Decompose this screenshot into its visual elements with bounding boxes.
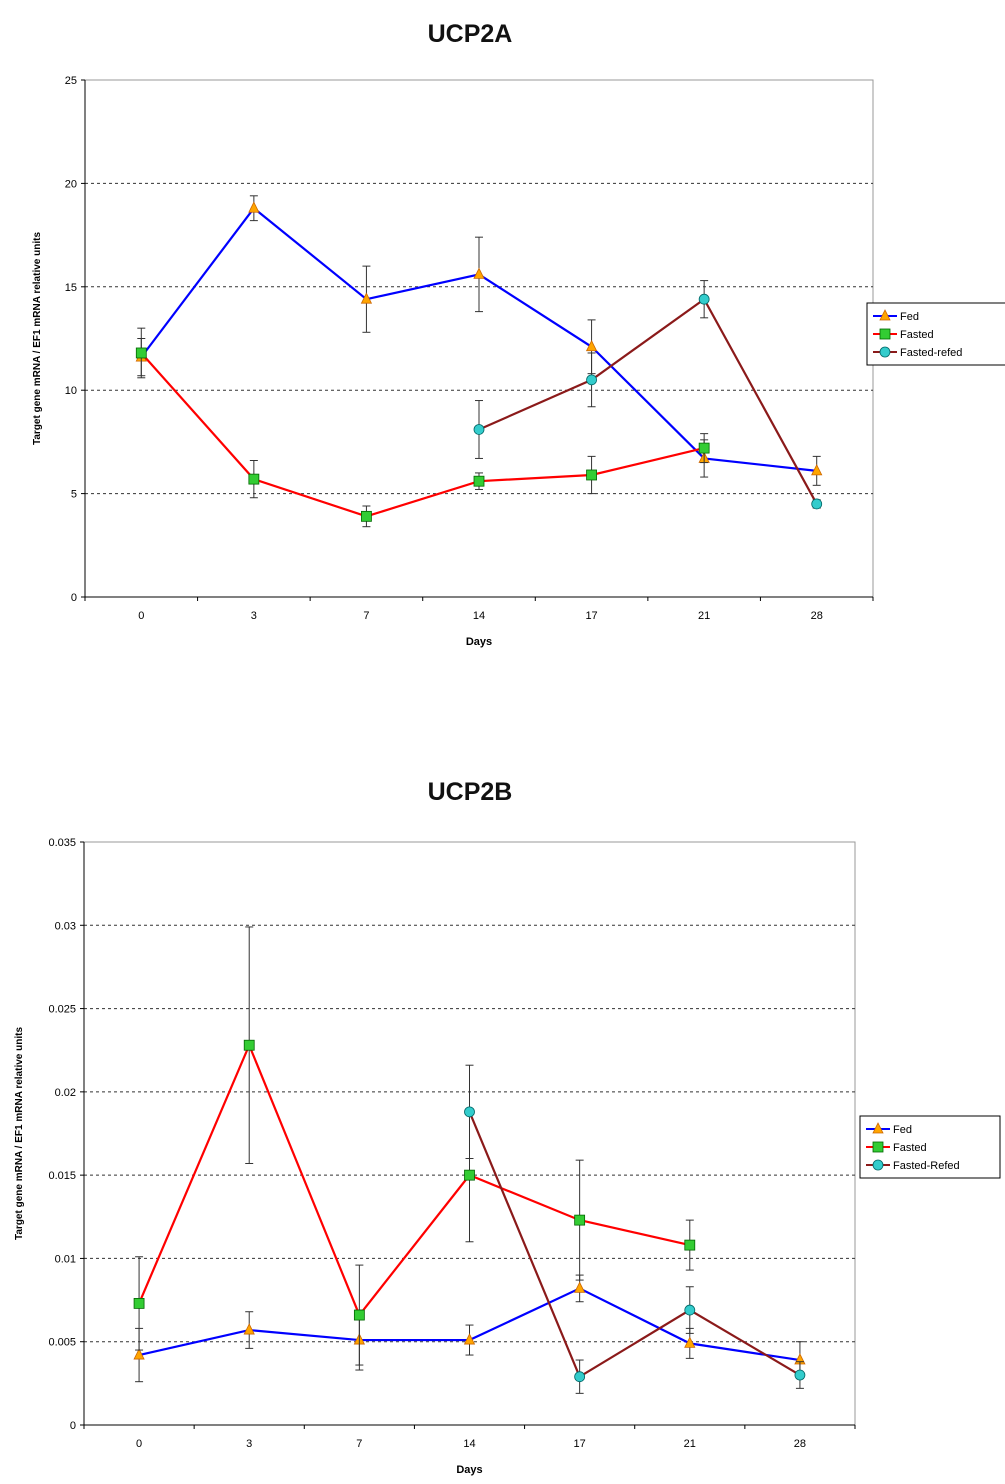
legend-label: Fasted bbox=[900, 329, 934, 341]
data-point bbox=[573, 1281, 586, 1293]
legend-item: Fasted-refed bbox=[873, 346, 962, 359]
plot-area bbox=[84, 79, 874, 598]
data-point bbox=[463, 1333, 476, 1345]
legend-item: Fed bbox=[873, 309, 919, 323]
x-tick-label: 0 bbox=[136, 1438, 142, 1450]
legend-label: Fasted-refed bbox=[900, 347, 962, 359]
data-point bbox=[574, 1371, 586, 1383]
data-point bbox=[135, 347, 147, 359]
y-tick-label: 0.01 bbox=[55, 1253, 76, 1265]
y-tick-label: 0 bbox=[71, 592, 77, 604]
legend-item: Fed bbox=[866, 1122, 912, 1136]
legend-label: Fasted bbox=[893, 1142, 927, 1154]
x-tick-label: 14 bbox=[463, 1438, 475, 1450]
data-point bbox=[353, 1309, 365, 1321]
data-point bbox=[473, 424, 485, 435]
data-point bbox=[684, 1336, 696, 1348]
x-tick-label: 28 bbox=[811, 610, 823, 622]
data-point bbox=[586, 469, 597, 481]
series-fasted bbox=[135, 327, 710, 528]
series-fasted bbox=[133, 926, 696, 1366]
x-tick-label: 21 bbox=[698, 610, 710, 622]
chart-title: UCP2A bbox=[427, 20, 513, 48]
data-point bbox=[248, 473, 260, 485]
y-tick-label: 5 bbox=[71, 489, 77, 501]
chart-ucp2a-plot: 0 5 10 15 20 25 0 3 7 14 17 21 28 Days Target gene mRN… bbox=[32, 75, 1005, 648]
y-tick-label: 20 bbox=[65, 178, 77, 190]
x-tick-label: 21 bbox=[684, 1438, 696, 1450]
data-point bbox=[698, 442, 710, 454]
chart-title: UCP2B bbox=[427, 778, 513, 806]
data-point bbox=[586, 374, 597, 386]
chart-ucp2a: UCP2A 0 5 10 15 20 25 0 3 7 14 17 21 28 Days Target ge… bbox=[0, 0, 1005, 700]
y-tick-label: 0.035 bbox=[48, 837, 76, 849]
data-point bbox=[794, 1369, 806, 1381]
y-tick-label: 10 bbox=[65, 385, 77, 397]
series-line bbox=[140, 352, 705, 518]
data-point bbox=[698, 293, 710, 305]
series-fasted-refed bbox=[464, 1064, 806, 1394]
legend-marker bbox=[872, 1141, 884, 1153]
y-tick-label: 0 bbox=[70, 1420, 76, 1432]
x-tick-label: 7 bbox=[363, 610, 369, 622]
x-tick-label: 7 bbox=[356, 1438, 362, 1450]
chart-ucp2b: UCP2B 0 0.005 0.01 0.015 0.02 0.025 0.03 0.035 0… bbox=[0, 760, 1005, 1479]
y-tick-label: 0.005 bbox=[48, 1337, 76, 1349]
series-fed bbox=[133, 1274, 806, 1383]
legend: Fed Fasted Fasted-refed bbox=[866, 302, 1005, 366]
series-fasted-refed bbox=[473, 280, 823, 510]
x-tick-label: 14 bbox=[473, 610, 485, 622]
data-point bbox=[361, 510, 372, 522]
x-axis-label: Days bbox=[456, 1464, 482, 1476]
data-point bbox=[133, 1298, 145, 1309]
data-point bbox=[684, 1239, 696, 1251]
data-point bbox=[473, 267, 485, 279]
data-point bbox=[811, 463, 823, 476]
chart-ucp2b-plot: 0 0.005 0.01 0.015 0.02 0.025 0.03 0.035 0 3 7 14 17… bbox=[14, 837, 1001, 1476]
legend-label: Fed bbox=[893, 1124, 912, 1136]
legend-label: Fasted-Refed bbox=[893, 1160, 960, 1172]
data-point bbox=[464, 1106, 475, 1118]
data-point bbox=[133, 1348, 145, 1360]
legend-box bbox=[859, 1115, 1001, 1179]
legend-item: Fasted bbox=[873, 328, 934, 341]
data-point bbox=[464, 1169, 475, 1181]
legend-item: Fasted-Refed bbox=[866, 1159, 960, 1172]
x-tick-label: 17 bbox=[574, 1438, 586, 1450]
x-tick-label: 3 bbox=[251, 610, 257, 622]
y-tick-label: 0.03 bbox=[55, 920, 76, 932]
data-point bbox=[585, 339, 598, 352]
legend-label: Fed bbox=[900, 311, 919, 323]
legend-marker bbox=[879, 328, 891, 340]
y-tick-label: 25 bbox=[65, 75, 77, 87]
legend-marker bbox=[879, 309, 891, 321]
y-axis-label: Target gene mRNA / EF1 mRNA relative uni… bbox=[14, 1027, 25, 1240]
legend-marker bbox=[879, 346, 891, 358]
x-axis-label: Days bbox=[466, 636, 492, 648]
data-point bbox=[684, 1304, 696, 1316]
x-tick-label: 17 bbox=[585, 610, 597, 622]
y-tick-label: 15 bbox=[65, 282, 77, 294]
x-tick-label: 0 bbox=[138, 610, 144, 622]
data-point bbox=[811, 498, 823, 510]
data-point bbox=[243, 1323, 255, 1335]
y-tick-label: 0.025 bbox=[48, 1004, 76, 1016]
legend: Fed Fasted Fasted-Refed bbox=[859, 1115, 1001, 1179]
series-line bbox=[478, 297, 818, 505]
legend-item: Fasted bbox=[866, 1141, 927, 1154]
data-point bbox=[574, 1214, 586, 1226]
series-line bbox=[468, 1111, 801, 1379]
legend-marker bbox=[872, 1122, 884, 1134]
x-tick-label: 28 bbox=[794, 1438, 806, 1450]
data-point bbox=[473, 475, 485, 487]
data-point bbox=[243, 1039, 255, 1051]
data-point bbox=[248, 201, 260, 213]
series-line bbox=[138, 1042, 691, 1318]
x-tick-label: 3 bbox=[246, 1438, 252, 1450]
y-axis-label: Target gene mRNA / EF1 mRNA relative uni… bbox=[32, 232, 43, 445]
y-tick-label: 0.015 bbox=[48, 1170, 76, 1182]
data-point bbox=[360, 292, 373, 304]
legend-marker bbox=[872, 1159, 884, 1171]
y-tick-label: 0.02 bbox=[55, 1087, 76, 1099]
